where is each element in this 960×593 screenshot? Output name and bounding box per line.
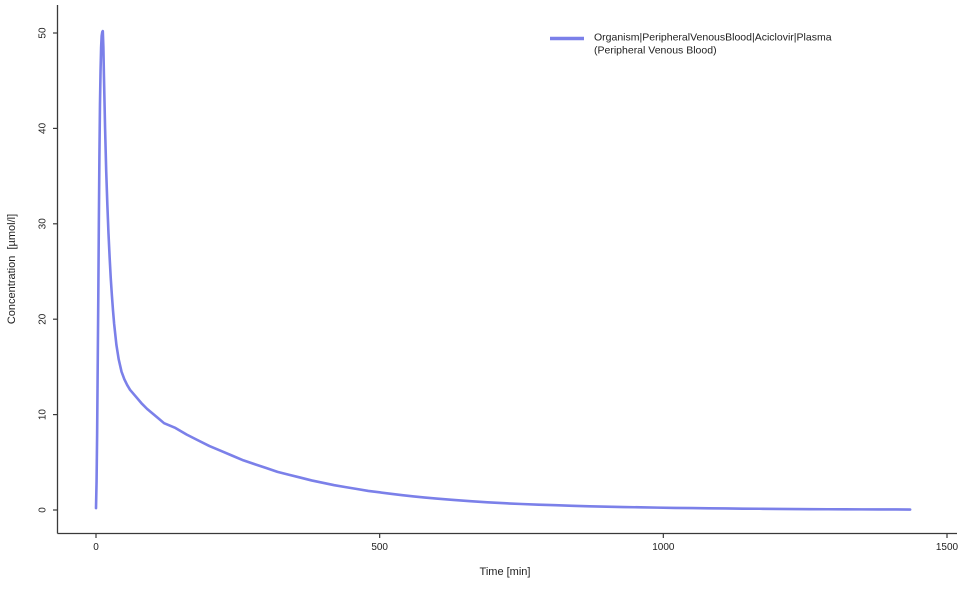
y-tick-label: 40 (38, 122, 49, 134)
y-axis-title: Concentration [µmol/l] (6, 214, 18, 324)
axes: 0 500 1000 1500 0 10 20 30 40 50 (38, 5, 959, 553)
legend[interactable]: Organism|PeripheralVenousBlood|Aciclovir… (550, 32, 832, 57)
y-tick-label: 20 (38, 313, 49, 325)
y-tick-label: 30 (38, 218, 49, 230)
y-tick-label: 50 (38, 27, 49, 39)
x-tick-label: 0 (93, 542, 99, 553)
legend-label-line2: (Peripheral Venous Blood) (594, 45, 717, 57)
x-axis-title: Time [min] (480, 566, 531, 578)
x-tick-label: 500 (371, 542, 388, 553)
legend-label-line1: Organism|PeripheralVenousBlood|Aciclovir… (594, 32, 832, 44)
x-tick-label: 1500 (936, 542, 959, 553)
series-line-aciclovir-plasma[interactable] (94, 29, 912, 511)
x-tick-label: 1000 (652, 542, 675, 553)
y-tick-label: 10 (38, 409, 49, 421)
y-tick-label: 0 (38, 507, 49, 513)
